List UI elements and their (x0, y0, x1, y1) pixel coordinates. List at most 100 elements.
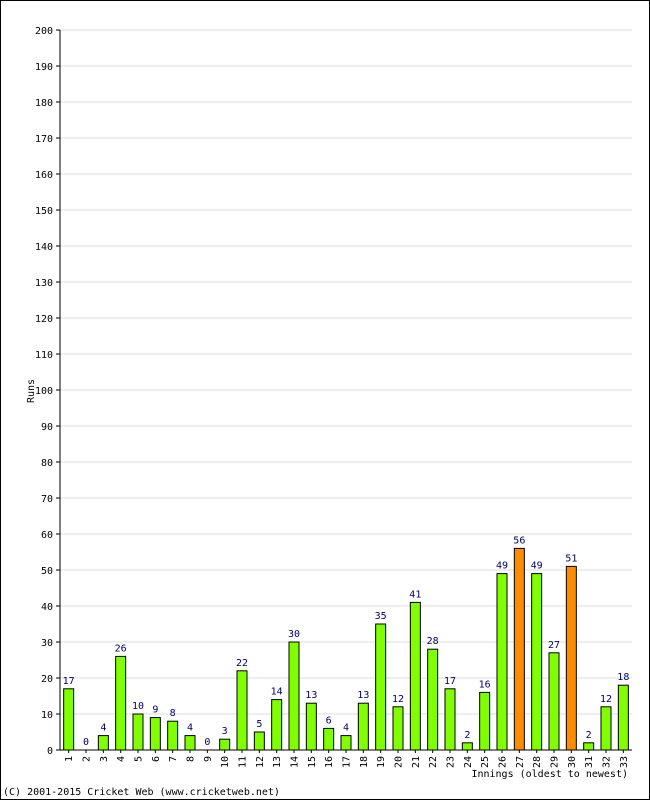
bar (236, 670, 248, 751)
y-tick-label: 150 (35, 206, 53, 217)
data-label: 16 (479, 679, 491, 690)
copyright-text: (C) 2001-2015 Cricket Web (www.cricketwe… (3, 787, 280, 798)
x-tick-label: 6 (151, 756, 162, 762)
x-tick-label: 27 (515, 756, 526, 768)
y-tick-label: 130 (35, 278, 53, 289)
x-tick-label: 20 (394, 756, 405, 768)
data-label: 18 (617, 672, 629, 683)
x-tick-label: 23 (446, 756, 457, 768)
data-label: 13 (305, 690, 317, 701)
y-tick-label: 90 (41, 422, 53, 433)
data-label: 0 (83, 737, 89, 748)
x-tick-label: 18 (359, 756, 370, 768)
bar (479, 691, 491, 751)
x-tick-labels: 1 2 3 4 5 6 7 8 9 10 11 12 13 14 15 16 17 18 19 20 21 22 23 24 2… (64, 750, 630, 768)
bar (583, 742, 595, 751)
data-label: 28 (427, 636, 439, 647)
y-tick-label: 120 (35, 314, 53, 325)
data-label: 30 (288, 629, 300, 640)
data-label: 12 (392, 694, 404, 705)
bar (375, 623, 387, 751)
x-tick-label: 33 (619, 756, 630, 768)
data-label: 6 (326, 715, 332, 726)
x-tick-label: 26 (498, 756, 509, 768)
data-label: 49 (496, 561, 508, 572)
x-tick-label: 17 (342, 756, 353, 768)
bar (600, 706, 612, 751)
x-tick-label: 13 (272, 756, 283, 768)
y-tick-label: 140 (35, 242, 53, 253)
bar (617, 684, 629, 751)
y-tick-label: 70 (41, 494, 53, 505)
data-label: 17 (63, 676, 75, 687)
data-label: 41 (409, 589, 421, 600)
x-tick-label: 10 (220, 756, 231, 768)
bar (444, 688, 456, 751)
data-label: 27 (548, 640, 560, 651)
bars (63, 547, 629, 751)
x-tick-label: 1 (64, 756, 75, 762)
bar (288, 641, 300, 751)
bar (340, 735, 352, 751)
x-tick-label: 30 (567, 756, 578, 768)
bar (132, 713, 144, 751)
x-tick-label: 2 (82, 756, 93, 762)
y-tick-label: 80 (41, 458, 53, 469)
y-tick-label: 60 (41, 530, 53, 541)
bar (219, 738, 231, 751)
bar (115, 655, 127, 751)
x-tick-label: 24 (463, 756, 474, 768)
data-label: 4 (187, 723, 193, 734)
data-label: 10 (132, 701, 144, 712)
bar (409, 601, 421, 751)
data-label: 49 (531, 561, 543, 572)
bar (357, 702, 369, 751)
data-label: 0 (204, 737, 210, 748)
bar (496, 573, 508, 751)
x-tick-label: 29 (550, 756, 561, 768)
data-label: 3 (222, 726, 228, 737)
x-axis-label: Innings (oldest to newest) (471, 769, 628, 780)
y-tick-label: 20 (41, 674, 53, 685)
y-tick-labels: 0 10 20 30 40 50 60 70 80 90 100 110 120 130 140 150 160… (35, 26, 53, 757)
y-tick-label: 160 (35, 170, 53, 181)
data-label: 51 (565, 553, 577, 564)
data-label: 2 (586, 730, 592, 741)
y-tick-label: 200 (35, 26, 53, 37)
data-label: 5 (256, 719, 262, 730)
y-tick-label: 100 (35, 386, 53, 397)
bar (271, 699, 283, 751)
y-tick-label: 50 (41, 566, 53, 577)
data-label: 4 (100, 723, 106, 734)
bar (427, 648, 439, 751)
bar (323, 727, 335, 751)
bar (513, 547, 525, 751)
x-tick-label: 32 (602, 756, 613, 768)
y-tick-label: 40 (41, 602, 53, 613)
bar (548, 652, 560, 751)
data-label: 13 (357, 690, 369, 701)
data-label: 12 (600, 694, 612, 705)
data-label: 35 (375, 611, 387, 622)
y-tick-label: 30 (41, 638, 53, 649)
x-tick-label: 7 (168, 756, 179, 762)
x-tick-label: 21 (411, 756, 422, 768)
x-tick-label: 28 (532, 756, 543, 768)
bar (305, 702, 317, 751)
bar (149, 717, 161, 751)
y-tick-label: 190 (35, 62, 53, 73)
x-tick-label: 15 (307, 756, 318, 768)
data-label: 8 (170, 708, 176, 719)
bar (253, 731, 265, 751)
y-tick-label: 10 (41, 710, 53, 721)
x-tick-label: 8 (186, 756, 197, 762)
x-tick-label: 11 (238, 756, 249, 768)
data-label: 14 (271, 687, 283, 698)
x-tick-label: 22 (428, 756, 439, 768)
data-label: 56 (513, 535, 525, 546)
bar (167, 720, 179, 751)
x-tick-label: 5 (134, 756, 145, 762)
bar (531, 573, 543, 751)
